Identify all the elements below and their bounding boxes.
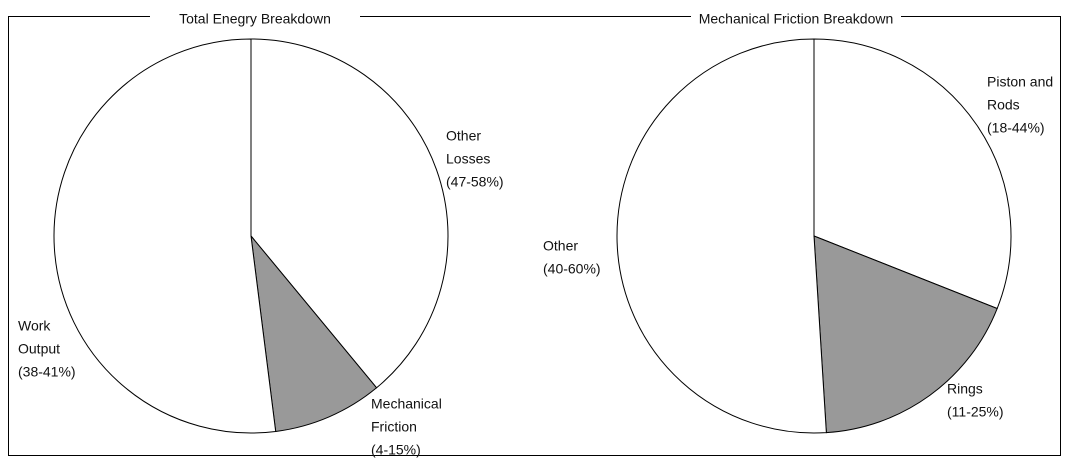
pie-slice [250,38,449,389]
slice-label: Other [543,238,578,254]
title-bg [691,10,901,24]
slice-label: Rods [987,97,1020,113]
slice-label: Piston and [987,74,1053,90]
title-bg [150,10,360,24]
slice-label: Losses [446,151,490,167]
slice-label: Work [18,318,51,334]
slice-label: Friction [371,419,417,435]
slice-label: Rings [947,381,983,397]
slice-label: Output [18,341,60,357]
pie-slice [616,38,827,434]
pie-slice [813,235,998,434]
slice-label: Mechanical [371,396,442,412]
pie-slice [250,234,378,433]
pie-slice [53,38,277,434]
chart-title: Total Enegry Breakdown [179,11,331,27]
slice-label: (11-25%) [947,404,1004,420]
slice-label: Other [446,128,481,144]
pie-slice [813,38,1012,310]
chart-title: Mechanical Friction Breakdown [699,11,894,27]
slice-label: (40-60%) [543,261,601,277]
slice-label: (18-44%) [987,120,1045,136]
slice-label: (47-58%) [446,174,504,190]
slice-label: (4-15%) [371,442,421,458]
slice-label: (38-41%) [18,364,76,380]
frame [8,16,1061,456]
